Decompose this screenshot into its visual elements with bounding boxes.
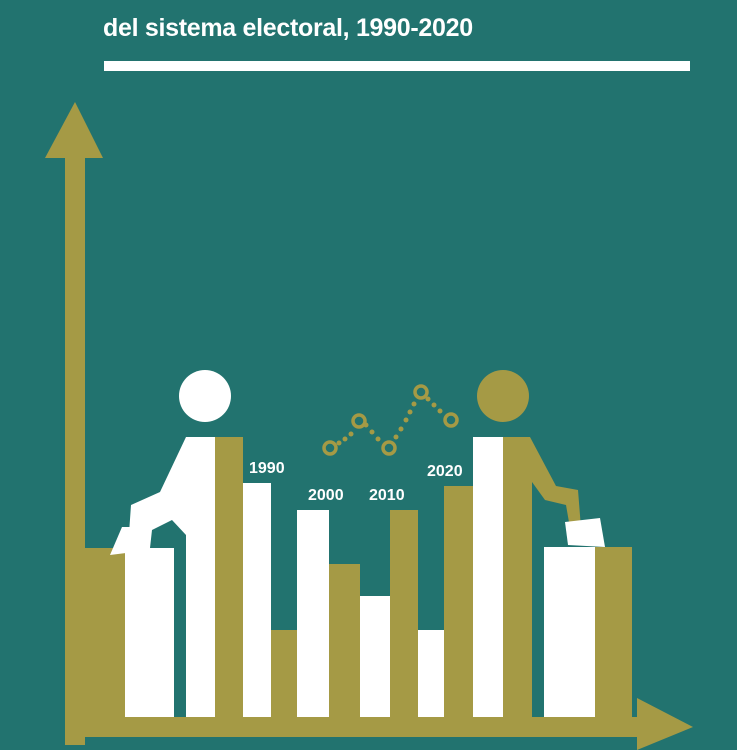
trend-ring	[443, 412, 459, 428]
right-voter-figure	[473, 370, 581, 717]
trend-ring	[381, 440, 397, 456]
right-ballot-paper	[565, 518, 605, 547]
left-voter-body	[128, 437, 215, 717]
trend-line	[322, 384, 459, 456]
bar-2020-white	[418, 630, 444, 717]
y-axis-arrowhead	[45, 102, 103, 158]
y-axis-shaft	[65, 150, 85, 745]
bar-2000-gold	[329, 564, 360, 717]
right-voter-head	[477, 370, 529, 422]
year-label-2000: 2000	[308, 487, 344, 504]
left-voter-figure	[128, 370, 243, 717]
year-label-1990: 1990	[249, 460, 285, 477]
trend-ring	[351, 413, 367, 429]
bar-group	[243, 483, 473, 717]
left-ballot-paper	[110, 527, 150, 555]
bar-2020-gold	[444, 486, 473, 717]
bar-1990-white	[243, 483, 271, 717]
x-axis-arrowhead	[637, 698, 693, 750]
bar-2000-white	[297, 510, 329, 717]
trend-ring	[413, 384, 429, 400]
year-labels: 1990 2000 2010 2020	[249, 460, 463, 504]
cover-subtitle: del sistema electoral, 1990-2020	[103, 14, 473, 42]
x-axis-shaft	[65, 717, 655, 737]
year-label-2010: 2010	[369, 487, 405, 504]
left-voter-body-gold	[215, 437, 243, 717]
chart-axes	[45, 102, 693, 750]
year-label-2020: 2020	[427, 463, 463, 480]
bar-1990-gold	[271, 630, 297, 717]
bar-2010-white	[360, 596, 390, 717]
left-voter-head	[179, 370, 231, 422]
trend-ring	[322, 440, 338, 456]
title-underline	[104, 61, 690, 71]
bar-2010-gold	[390, 510, 418, 717]
left-ballot-box	[85, 527, 174, 717]
right-voter-body-gold	[503, 437, 581, 717]
right-ballot-box	[544, 518, 632, 717]
right-voter-body-white	[473, 437, 503, 717]
